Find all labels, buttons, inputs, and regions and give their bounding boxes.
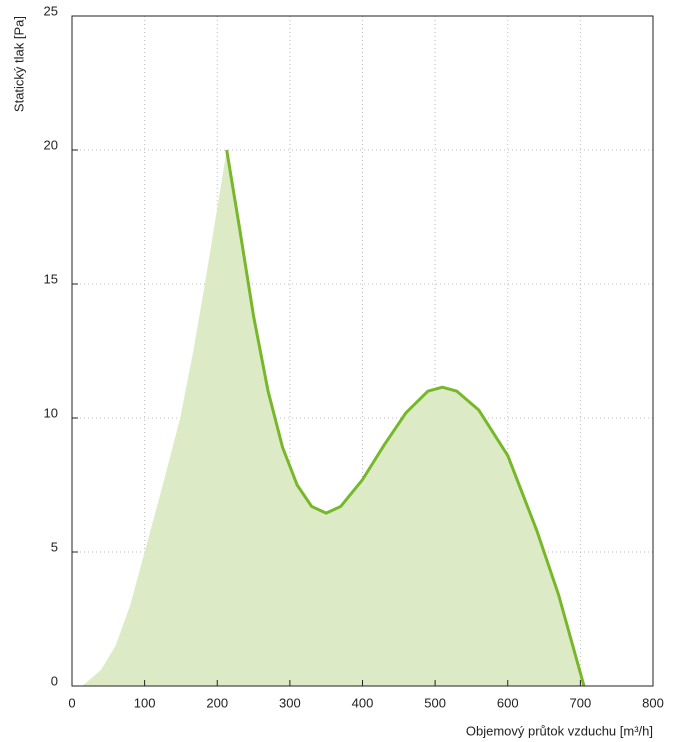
- x-tick-label: 700: [570, 695, 592, 710]
- x-tick-label: 400: [352, 695, 374, 710]
- y-tick-label: 5: [51, 539, 58, 554]
- y-tick-label: 20: [44, 137, 58, 152]
- area: [82, 150, 585, 686]
- x-tick-label: 200: [206, 695, 228, 710]
- x-tick-label: 800: [642, 695, 664, 710]
- y-tick-label: 10: [44, 405, 58, 420]
- x-tick-label: 500: [424, 695, 446, 710]
- x-tick-label: 100: [134, 695, 156, 710]
- line: [225, 149, 586, 687]
- x-tick-label: 0: [68, 695, 75, 710]
- x-axis-label: Objemový průtok vzduchu [m³/h]: [466, 723, 653, 738]
- y-tick-label: 0: [51, 673, 58, 688]
- y-axis-label: Statický tlak [Pa]: [11, 16, 26, 112]
- y-tick-label: 15: [44, 271, 58, 286]
- y-tick-label: 25: [44, 3, 58, 18]
- x-tick-label: 600: [497, 695, 519, 710]
- x-tick-label: 300: [279, 695, 301, 710]
